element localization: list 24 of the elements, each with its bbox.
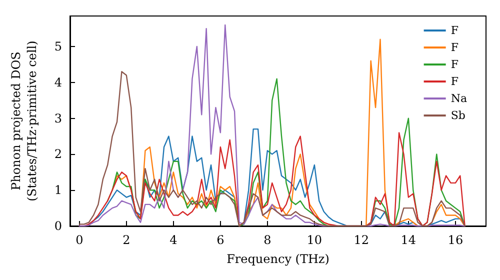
x-tick-label: 10: [306, 233, 322, 247]
x-tick-label: 14: [400, 233, 416, 247]
legend-label: Sb: [450, 109, 466, 122]
x-tick-label: 0: [76, 233, 84, 247]
x-tick-label: 2: [122, 233, 130, 247]
x-tick-label: 6: [216, 233, 224, 247]
legend-label: Na: [450, 92, 468, 105]
x-tick-label: 8: [264, 233, 272, 247]
y-axis-title: Phonon projected DOS (States/THz·primitive cell): [9, 40, 39, 202]
y-tick-label: 2: [54, 147, 62, 162]
legend-label: F: [450, 24, 459, 37]
x-tick-label: 4: [170, 233, 178, 247]
legend-label: F: [450, 41, 459, 54]
legend-label: F: [450, 75, 459, 88]
line-series: [78, 24, 466, 227]
legend-label: F: [450, 58, 459, 71]
y-tick-label: 0: [54, 219, 62, 233]
x-tick-label: 12: [354, 233, 370, 247]
y-tick-label: 1: [54, 183, 62, 198]
x-tick-label: 16: [448, 233, 464, 247]
x-axis-title: Frequency (THz): [226, 252, 330, 266]
y-tick-label: 3: [54, 111, 62, 126]
y-tick-label: 5: [54, 40, 62, 54]
y-tick-label: 4: [54, 75, 62, 90]
